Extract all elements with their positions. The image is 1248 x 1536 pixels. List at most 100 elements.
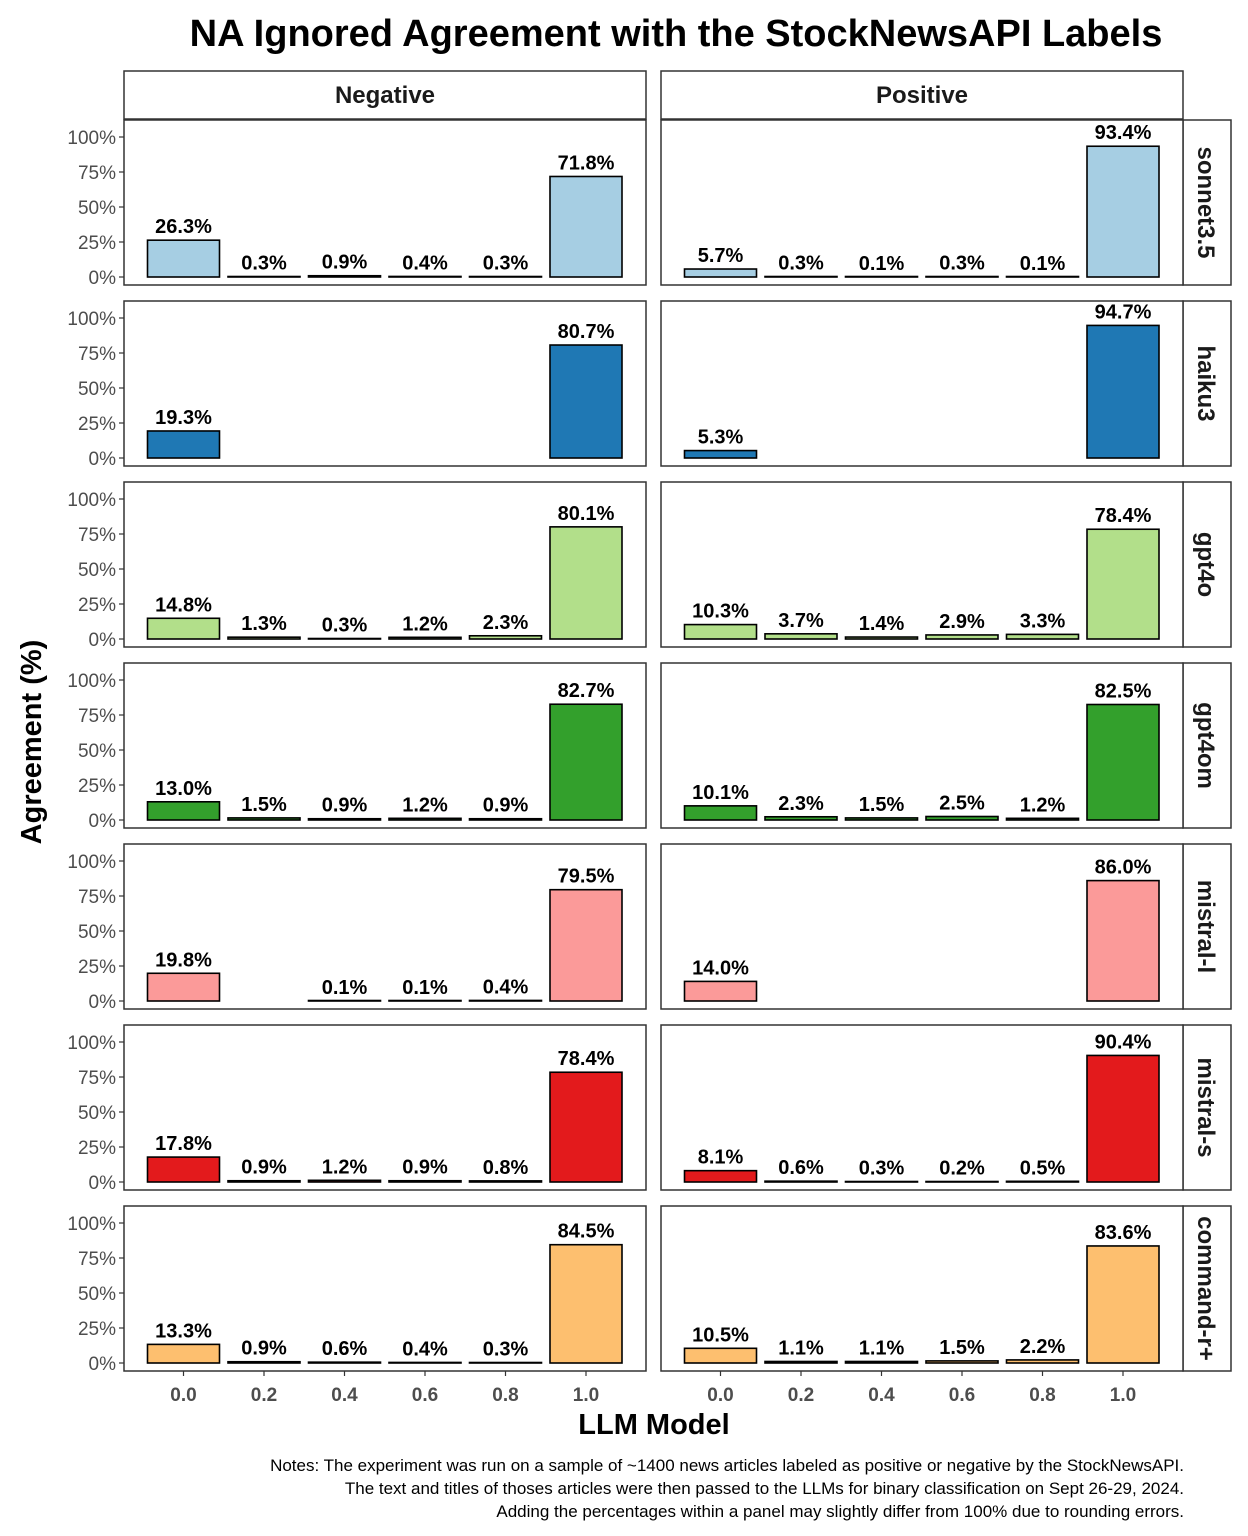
bar-value-label: 3.7% [778,610,824,632]
y-tick-label: 0% [89,449,117,470]
y-tick-label: 50% [78,379,116,400]
bar [683,268,758,278]
x-tick-label: 0.6 [412,1385,438,1406]
x-tick-label: 0.6 [949,1385,975,1406]
row-strip-mistral-l: mistral-l [1182,843,1232,1010]
row-label-haiku3: haiku3 [1192,345,1219,421]
bar-value-label: 1.5% [939,1337,985,1359]
bar [683,805,758,821]
strip-positive: Positive [660,70,1184,120]
bar-value-label: 80.1% [558,503,615,525]
bar [227,275,301,278]
bar [146,972,221,1002]
bar-value-label: 93.4% [1095,122,1152,144]
y-tick-label: 50% [78,741,116,762]
bar [764,1360,838,1364]
bar [1086,703,1160,821]
bar [844,636,919,640]
bar-value-label: 0.3% [483,1339,529,1361]
bar [549,175,623,278]
bar [1005,1359,1080,1364]
bar [764,275,838,278]
bar-value-label: 1.2% [402,794,448,816]
bar [844,817,919,821]
bar [468,1361,543,1364]
bar-value-label: 19.3% [155,407,212,429]
bar-value-label: 0.8% [483,1157,529,1179]
bar-value-label: 0.3% [859,1158,905,1180]
x-tick-label: 0.2 [788,1385,814,1406]
bar [227,817,301,821]
bar [388,999,462,1002]
bar-value-label: 1.3% [241,613,287,635]
bar-value-label: 3.3% [1020,610,1066,632]
bar-value-label: 5.7% [698,245,744,267]
x-tick-label: 0.2 [251,1385,277,1406]
x-axis-positive: 0.0 0.2 0.4 0.6 0.8 1.0 [707,1371,1136,1406]
row-strip-haiku3: haiku3 [1182,300,1232,467]
bar [1086,145,1160,278]
panel-gpt4o-positive: 10.3% 3.7% 1.4% 2.9% 3.3% 78.4% [660,481,1184,648]
y-tick-label: 75% [78,1068,116,1089]
bar [844,1180,919,1183]
bar-value-label: 2.5% [939,793,985,815]
bar-value-label: 82.5% [1095,681,1152,703]
bar-value-label: 1.5% [241,794,287,816]
bar [1086,324,1160,459]
bar-value-label: 0.9% [402,1157,448,1179]
panel-sonnet3-5-positive: 5.7% 0.3% 0.1% 0.3% 0.1% 93.4% [660,119,1184,286]
bar [1005,1180,1080,1183]
bar-value-label: 0.6% [778,1157,824,1179]
bar [468,634,543,640]
row-strip-sonnet3-5: sonnet3.5 [1182,119,1232,286]
bar-value-label: 1.2% [402,613,448,635]
bar-value-label: 0.2% [939,1158,985,1180]
bar-value-label: 80.7% [558,321,615,343]
bar-value-label: 10.3% [692,601,749,623]
bar-value-label: 0.3% [241,253,287,275]
y-tick-label: 25% [78,233,116,254]
y-tick-label: 25% [78,1138,116,1159]
bar [1005,817,1080,821]
bar-value-label: 1.4% [859,613,905,635]
bar [468,1180,543,1183]
y-axis-haiku3: 0% 25% 50% 75% 100% [67,309,124,470]
y-tick-label: 100% [67,309,116,330]
y-tick-label: 50% [78,198,116,219]
bar [1005,275,1080,278]
bar-value-label: 26.3% [155,216,212,238]
bar [388,817,462,821]
x-tick-label: 0.0 [170,1385,196,1406]
bar-value-label: 0.4% [402,1338,448,1360]
x-tick-label: 0.4 [331,1385,358,1406]
bar-value-label: 82.7% [558,680,615,702]
panel-mistral-l-negative: 19.8% 0.1% 0.1% 0.4% 79.5% [123,843,647,1010]
bar [307,999,382,1002]
y-tick-label: 0% [89,268,117,289]
row-strip-gpt4o: gpt4o [1182,481,1232,648]
bar-value-label: 0.1% [859,253,905,275]
bar [844,275,919,278]
bar-value-label: 19.8% [155,949,212,971]
bar [468,817,543,821]
bar-value-label: 8.1% [698,1147,744,1169]
bar-value-label: 0.9% [483,795,529,817]
bar-value-label: 5.3% [698,427,744,449]
y-tick-label: 25% [78,1319,116,1340]
y-tick-label: 50% [78,1284,116,1305]
bar [1086,1245,1160,1364]
y-tick-label: 0% [89,630,117,651]
bar [549,703,623,821]
bar-value-label: 1.2% [322,1156,368,1178]
y-axis-mistral-s: 0% 25% 50% 75% 100% [67,1033,124,1194]
y-tick-label: 75% [78,706,116,727]
bar [925,1360,999,1364]
y-tick-label: 100% [67,1033,116,1054]
bar-value-label: 0.3% [778,253,824,275]
y-axis-command-r: 0% 25% 50% 75% 100% [67,1214,124,1375]
bar [388,636,462,640]
bar-value-label: 0.3% [483,253,529,275]
panel-sonnet3-5-negative: 26.3% 0.3% 0.9% 0.4% 0.3% 71.8% [123,119,647,286]
x-tick-label: 0.8 [492,1385,518,1406]
y-tick-label: 50% [78,922,116,943]
